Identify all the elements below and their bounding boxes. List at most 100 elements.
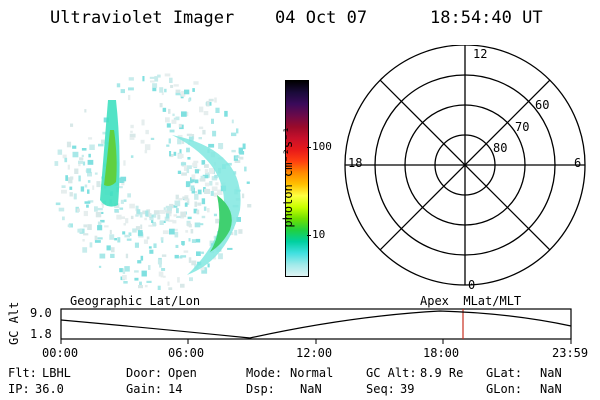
aurora-speckle <box>152 221 156 227</box>
aurora-speckle <box>146 280 152 283</box>
gain-label: Gain: <box>126 382 163 396</box>
aurora-speckle <box>149 76 155 79</box>
aurora-speckle <box>99 253 106 259</box>
aurora-speckle <box>159 220 164 225</box>
polar-label-6: 6 <box>574 156 581 170</box>
aurora-speckle <box>54 161 59 166</box>
aurora-speckle <box>141 270 147 277</box>
aurora-speckle <box>166 206 172 211</box>
aurora-speckle <box>183 250 189 253</box>
polar-grid: 12 18 6 0 60 70 80 <box>344 45 586 292</box>
aurora-speckle <box>159 103 163 108</box>
dsp-value: NaN <box>300 382 322 396</box>
aurora-speckle <box>169 77 173 83</box>
aurora-speckle <box>61 185 66 188</box>
aurora-speckle <box>88 153 91 158</box>
aurora-speckle <box>143 239 148 244</box>
aurora-speckle <box>157 214 161 220</box>
aurora-speckle <box>84 201 91 204</box>
aurora-speckle <box>174 231 179 238</box>
aurora-speckle <box>87 200 94 203</box>
aurora-speckle <box>123 281 128 284</box>
aurora-speckle <box>244 166 247 172</box>
aurora-speckle <box>120 89 125 94</box>
aurora-speckle <box>148 265 151 270</box>
aurora-speckle <box>217 189 223 195</box>
timeline-plot <box>60 308 572 344</box>
aurora-speckle <box>164 88 167 93</box>
aurora-speckle <box>209 168 215 174</box>
aurora-speckle <box>129 137 135 140</box>
aurora-speckle <box>179 149 182 155</box>
aurora-speckle <box>121 181 125 186</box>
aurora-speckle <box>197 202 202 206</box>
aurora-speckle <box>135 226 140 231</box>
aurora-speckle <box>203 111 209 116</box>
aurora-speckle <box>78 175 81 182</box>
aurora-speckle <box>73 193 77 200</box>
aurora-speckle <box>197 189 202 195</box>
aurora-speckle <box>166 123 171 128</box>
aurora-speckle <box>148 246 152 249</box>
aurora-speckle <box>211 118 214 124</box>
aurora-speckle <box>239 151 245 155</box>
aurora-speckle <box>86 168 92 174</box>
aurora-speckle <box>175 194 179 200</box>
aurora-speckle <box>211 186 218 192</box>
aurora-speckle <box>166 144 170 147</box>
aurora-speckle <box>212 130 217 137</box>
aurora-speckle <box>159 263 162 268</box>
aurora-speckle <box>77 228 83 233</box>
colorbar-tick-100: 100 <box>312 140 332 153</box>
aurora-speckle <box>94 240 101 243</box>
aurora-speckle <box>189 277 193 282</box>
aurora-speckle <box>166 208 172 214</box>
aurora-speckle <box>109 234 115 240</box>
aurora-speckle <box>160 273 164 278</box>
aurora-speckle <box>163 207 166 213</box>
aurora-speckle <box>68 177 73 184</box>
aurora-speckle <box>116 83 121 88</box>
aurora-speckle <box>150 80 155 83</box>
aurora-speckle <box>208 98 214 102</box>
aurora-speckle <box>215 182 219 186</box>
aurora-speckle <box>157 74 161 78</box>
aurora-speckle <box>153 210 160 215</box>
aurora-speckle <box>202 174 209 179</box>
flt-value: LBHL <box>42 366 71 380</box>
aurora-speckle <box>144 217 147 221</box>
aurora-speckle <box>213 192 218 197</box>
aurora-speckle <box>180 162 187 166</box>
aurora-speckle <box>181 111 187 117</box>
aurora-speckle <box>129 203 135 209</box>
aurora-speckle <box>172 220 177 224</box>
polar-diagonal-b <box>379 79 551 251</box>
aurora-speckle <box>89 242 93 248</box>
aurora-speckle <box>178 153 184 159</box>
aurora-speckle <box>214 97 217 103</box>
aurora-speckle <box>161 268 166 271</box>
aurora-speckle <box>119 268 123 273</box>
aurora-speckle <box>92 185 95 190</box>
limb-bright-spot <box>210 195 232 252</box>
aurora-speckle <box>101 201 105 206</box>
aurora-speckle <box>194 201 198 207</box>
timeline-tick-4: 23:59 <box>552 346 589 360</box>
aurora-speckle <box>154 76 159 82</box>
aurora-speckle <box>87 171 92 177</box>
aurora-speckle <box>176 208 179 214</box>
aurora-speckle <box>173 214 177 217</box>
aurora-speckle <box>55 202 61 206</box>
aurora-speckle <box>194 193 199 200</box>
aurora-speckle <box>199 178 206 182</box>
aurora-speckle <box>192 162 198 167</box>
polar-label-0: 0 <box>468 278 475 292</box>
aurora-arc-core <box>104 130 117 186</box>
aurora-speckle <box>151 217 154 223</box>
aurora-speckle <box>97 225 103 231</box>
aurora-speckle <box>61 189 67 194</box>
aurora-speckle <box>193 208 198 214</box>
mode-value: Normal <box>290 366 334 380</box>
aurora-speckle <box>161 240 164 243</box>
glat-value: NaN <box>540 366 562 380</box>
